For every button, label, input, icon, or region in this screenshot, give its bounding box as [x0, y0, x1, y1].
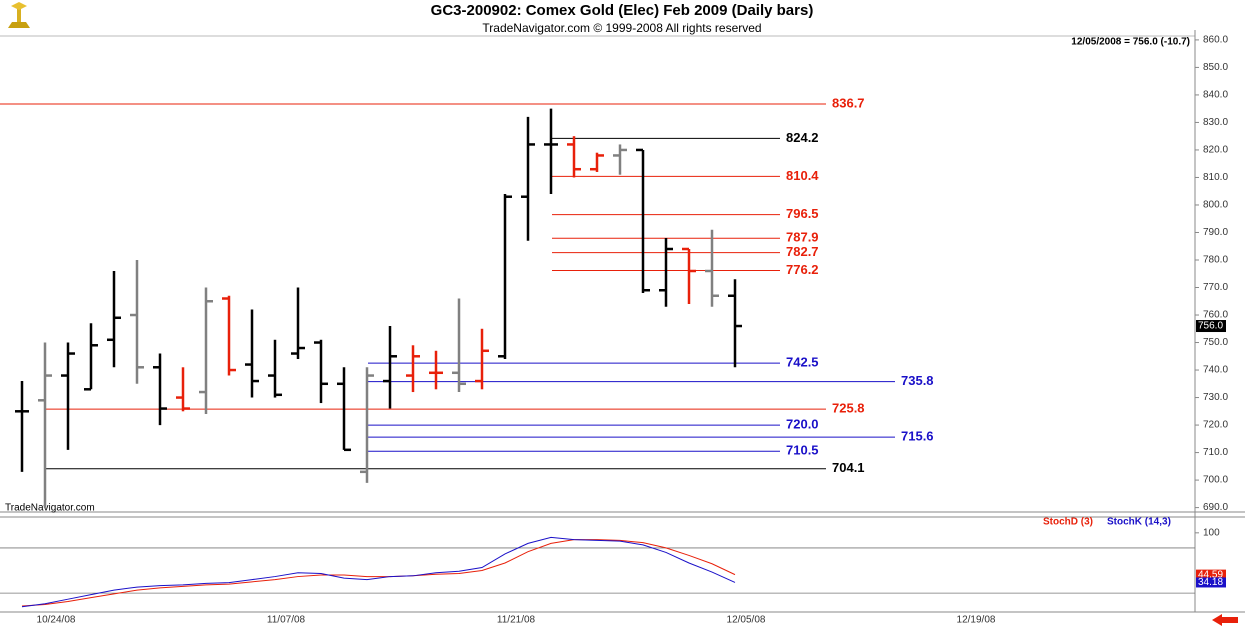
legend-label: StochK (14,3) [1107, 517, 1171, 528]
y-tick-label: 700.0 [1203, 475, 1228, 486]
level-label: 776.2 [786, 262, 819, 277]
y-tick-label: 730.0 [1203, 392, 1228, 403]
y-tick-label: 710.0 [1203, 447, 1228, 458]
last-price-box [1196, 320, 1226, 333]
level-label: 742.5 [786, 355, 819, 370]
level-label: 796.5 [786, 206, 819, 221]
x-tick-label: 10/24/08 [37, 615, 76, 626]
level-label: 810.4 [786, 168, 819, 183]
y-tick-label: 830.0 [1203, 117, 1228, 128]
y-tick-label: 760.0 [1203, 310, 1228, 321]
y-tick-label: 100 [1203, 527, 1220, 538]
level-label: 735.8 [901, 373, 934, 388]
quote: 12/05/2008 = 756.0 (-10.7) [1071, 37, 1190, 48]
y-tick-label: 790.0 [1203, 227, 1228, 238]
x-tick-label: 11/07/08 [267, 615, 306, 626]
level-label: 704.1 [832, 460, 865, 475]
value-box [1196, 569, 1226, 580]
level-label: 836.7 [832, 95, 865, 110]
scroll-arrow[interactable] [1212, 614, 1238, 626]
x-tick-label: 12/19/08 [957, 615, 996, 626]
y-tick-label: 820.0 [1203, 145, 1228, 156]
y-tick-label: 850.0 [1203, 62, 1228, 73]
y-tick-label: 780.0 [1203, 255, 1228, 266]
stoch-line [21, 539, 736, 607]
x-tick-label: 12/05/08 [727, 615, 766, 626]
stoch-line [21, 536, 736, 608]
level-label: 725.8 [832, 401, 865, 416]
level-label: 824.2 [786, 130, 819, 145]
y-tick-label: 800.0 [1203, 200, 1228, 211]
value-label: 44.59 [1198, 569, 1223, 580]
y-tick-label: 770.0 [1203, 282, 1228, 293]
y-tick-label: 860.0 [1203, 35, 1228, 46]
y-tick-label: 840.0 [1203, 90, 1228, 101]
legend-label: StochD (3) [1043, 517, 1093, 528]
y-tick-label: 690.0 [1203, 502, 1228, 513]
last-price-label: 756.0 [1198, 321, 1223, 332]
logo [8, 2, 30, 28]
y-tick-label: 720.0 [1203, 420, 1228, 431]
y-tick-label: 750.0 [1203, 337, 1228, 348]
level-label: 710.5 [786, 443, 819, 458]
level-label: 782.7 [786, 244, 819, 259]
watermark: TradeNavigator.com [5, 503, 95, 514]
y-tick-label: 740.0 [1203, 365, 1228, 376]
y-tick-label: 810.0 [1203, 172, 1228, 183]
chart-subtitle: TradeNavigator.com © 1999-2008 All right… [482, 21, 761, 35]
level-label: 787.9 [786, 230, 819, 245]
value-box [1196, 577, 1226, 588]
level-label: 720.0 [786, 417, 819, 432]
chart-title: GC3-200902: Comex Gold (Elec) Feb 2009 (… [431, 2, 814, 19]
x-tick-label: 11/21/08 [497, 615, 536, 626]
value-label: 34.18 [1198, 577, 1223, 588]
level-label: 715.6 [901, 429, 934, 444]
